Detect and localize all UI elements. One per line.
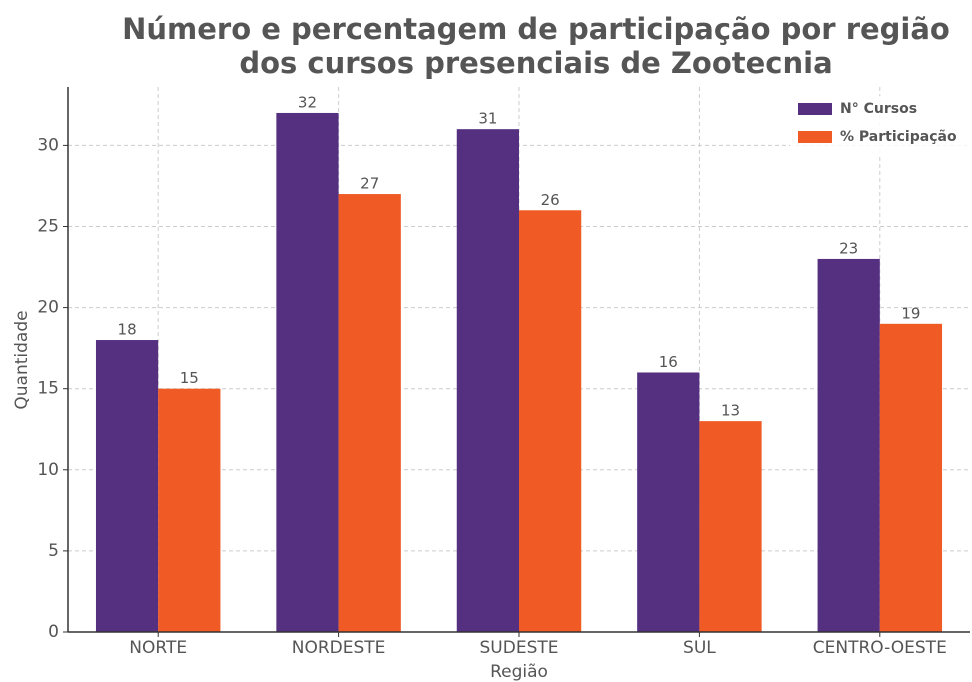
data-label: 18 xyxy=(118,321,137,339)
y-tick-label: 5 xyxy=(48,541,59,561)
bar xyxy=(637,372,700,632)
bar xyxy=(158,388,221,632)
legend-swatch xyxy=(798,131,832,143)
x-tick-label: NORTE xyxy=(129,638,187,658)
bar xyxy=(699,421,762,632)
data-label: 31 xyxy=(478,110,497,128)
bar xyxy=(519,210,582,632)
y-tick-label: 25 xyxy=(37,216,59,236)
y-axis-label: Quantidade xyxy=(12,310,32,409)
x-tick-label: CENTRO-OESTE xyxy=(813,638,947,658)
bar xyxy=(95,340,159,632)
y-tick-label: 20 xyxy=(37,298,59,318)
data-label: 16 xyxy=(659,353,678,371)
chart-title: Número e percentagem de participação por… xyxy=(122,12,950,80)
x-tick-label: NORDESTE xyxy=(292,638,386,658)
bar xyxy=(276,112,339,632)
data-label: 19 xyxy=(901,304,920,322)
y-tick-label: 10 xyxy=(37,460,59,480)
x-tick-label: SUL xyxy=(683,638,716,658)
data-label: 23 xyxy=(839,239,858,257)
legend-swatch xyxy=(798,103,832,115)
data-label: 32 xyxy=(298,93,317,111)
data-label: 15 xyxy=(180,369,199,387)
data-label: 26 xyxy=(541,191,560,209)
bar xyxy=(879,323,943,632)
data-label: 13 xyxy=(721,402,740,420)
data-label: 27 xyxy=(360,175,379,193)
y-tick-label: 15 xyxy=(37,379,59,399)
x-tick-label: SUDESTE xyxy=(480,638,559,658)
y-tick-label: 30 xyxy=(37,135,59,155)
legend-label: N° Cursos xyxy=(840,101,917,117)
bar xyxy=(817,258,880,632)
bar xyxy=(456,129,519,633)
x-axis-label: Região xyxy=(490,662,548,682)
y-tick-label: 0 xyxy=(48,622,59,642)
legend-label: % Participação xyxy=(840,129,957,145)
bar xyxy=(338,194,401,632)
